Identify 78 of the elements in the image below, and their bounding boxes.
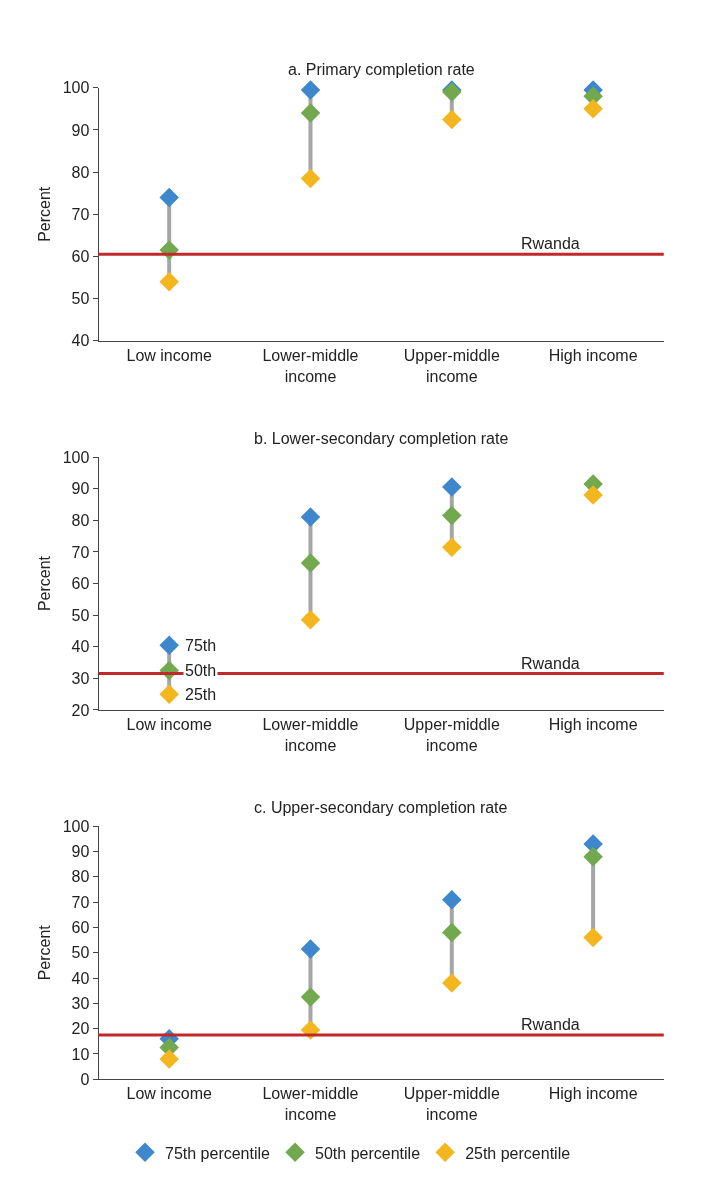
y-tick-label: 40 [71,332,90,350]
y-tick-label: 100 [62,817,90,835]
y-tick-label: 90 [71,843,90,861]
point [300,103,321,123]
y-tick-label: 30 [71,994,90,1012]
y-tick-label: 100 [62,448,90,466]
y-tick-label: 0 [80,1070,90,1088]
ref-line-label: Rwanda [521,1016,580,1033]
point [300,80,321,100]
ref-line-label: Rwanda [521,655,580,672]
y-tick-label: 80 [71,868,90,886]
point [583,99,603,119]
y-tick-label: 60 [71,919,90,937]
y-tick-label: 70 [71,543,90,561]
point [159,635,179,655]
y-tick-label: 50 [71,944,90,962]
point [442,922,462,943]
x-tick-label: Low income [126,716,212,734]
ref-line-label: Rwanda [521,235,580,252]
point [300,987,321,1007]
y-tick-label: 70 [71,205,90,223]
annotation: 25th [185,686,217,703]
y-axis-title: Percent [35,555,53,612]
y-tick-label: 70 [71,893,90,911]
y-tick-label: 90 [71,121,90,139]
y-tick-label: 60 [71,248,90,266]
point [159,1049,179,1069]
x-tick-label: High income [548,716,638,734]
x-tick-label: Lower-middle income [262,716,359,754]
y-tick-label: 20 [71,1020,90,1038]
chart-title: c. Upper-secondary completion rate [254,799,508,816]
y-tick-label: 80 [71,511,90,529]
y-tick-label: 60 [71,575,90,593]
x-tick-label: Upper-middle income [403,1085,500,1124]
point [583,927,603,948]
point [300,507,321,527]
y-tick-label: 50 [71,290,90,308]
chart-title: b. Lower-secondary completion rate [254,430,509,447]
y-tick-label: 90 [71,480,90,498]
point [583,846,603,867]
y-axis-title: Percent [35,924,53,981]
chart-title: a. Primary completion rate [288,61,475,78]
point [300,553,321,573]
point [442,477,462,497]
point [159,187,179,208]
x-tick-label: Upper-middle income [403,346,500,385]
y-tick-label: 40 [71,969,90,987]
point [442,505,462,526]
annotation: 75th [185,637,217,654]
y-tick-label: 30 [71,669,90,687]
x-tick-label: Upper-middle income [403,716,500,754]
y-tick-label: 100 [62,79,90,97]
x-tick-label: Low income [126,346,212,364]
y-axis-title: Percent [35,186,53,242]
legend-label: 75th percentile [165,1144,271,1162]
legend-label: 25th percentile [465,1144,571,1162]
x-tick-label: High income [548,346,638,364]
point [159,684,179,704]
x-tick-label: Lower-middle income [262,1085,359,1124]
annotation: 50th [185,662,217,679]
y-tick-label: 10 [71,1045,90,1063]
point [583,485,603,505]
point [300,939,321,959]
y-tick-label: 50 [71,606,90,624]
x-tick-label: Low income [126,1085,212,1103]
point [442,973,462,993]
point [442,889,462,910]
point [442,109,462,130]
y-tick-label: 40 [71,638,90,656]
x-tick-label: High income [548,1085,638,1103]
y-tick-label: 20 [71,701,90,719]
legend-label: 50th percentile [315,1144,421,1162]
point [159,271,179,292]
point [300,168,321,189]
x-tick-label: Lower-middle income [262,346,359,385]
point [300,610,321,630]
point [442,537,462,557]
y-tick-label: 80 [71,163,90,181]
